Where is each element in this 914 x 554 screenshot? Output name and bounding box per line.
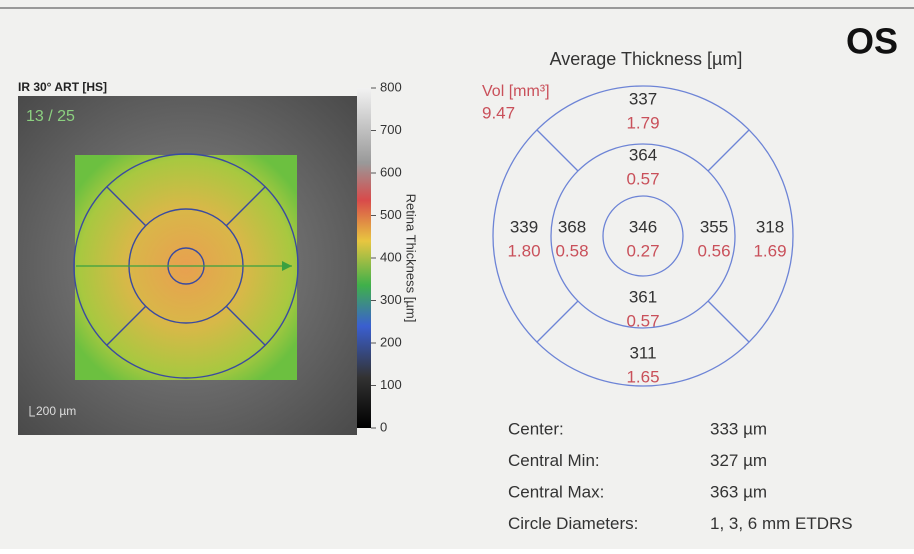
eye-label: OS: [846, 21, 898, 62]
sector-volume: 0.57: [626, 311, 659, 330]
colorbar: [357, 88, 371, 428]
image-header: IR 30° ART [HS]: [18, 80, 107, 94]
stat-value: 363 µm: [710, 482, 767, 501]
sector-thickness: 364: [629, 145, 657, 164]
sector-volume: 1.79: [626, 113, 659, 132]
colorbar-tick-label: 700: [380, 122, 402, 137]
sector-volume: 0.27: [626, 241, 659, 260]
report: OS IR 30° ART [HS] 13 / 25 200 µm 800 700…: [0, 0, 914, 549]
stat-value: 333 µm: [710, 419, 767, 438]
stat-label: Center:: [508, 419, 564, 438]
sector-thickness: 368: [558, 217, 586, 236]
sector-thickness: 346: [629, 217, 657, 236]
stat-label: Central Min:: [508, 451, 600, 470]
colorbar-tick-label: 100: [380, 377, 402, 392]
sector-volume: 0.57: [626, 169, 659, 188]
colorbar-tick-label: 200: [380, 334, 402, 349]
sector-volume: 0.56: [697, 241, 730, 260]
colorbar-tick-label: 500: [380, 207, 402, 222]
sector-thickness: 339: [510, 217, 538, 236]
volume-label: Vol [mm³]: [482, 83, 550, 100]
sector-volume: 1.69: [753, 241, 786, 260]
frame-counter: 13 / 25: [26, 108, 75, 125]
colorbar-tick-label: 600: [380, 164, 402, 179]
colorbar-tick-label: 800: [380, 79, 402, 94]
stat-label: Central Max:: [508, 482, 604, 501]
grid-title: Average Thickness [µm]: [550, 49, 743, 69]
sector-thickness: 318: [756, 217, 784, 236]
total-volume: 9.47: [482, 103, 515, 122]
sector-thickness: 337: [629, 89, 657, 108]
sector-volume: 1.80: [507, 241, 540, 260]
colorbar-label: Retina Thickness [µm]: [404, 194, 419, 323]
sector-thickness: 361: [629, 287, 657, 306]
stat-label: Circle Diameters:: [508, 514, 638, 533]
sector-thickness: 355: [700, 217, 728, 236]
stat-value: 327 µm: [710, 451, 767, 470]
colorbar-tick-label: 300: [380, 292, 402, 307]
sector-volume: 1.65: [626, 367, 659, 386]
sector-volume: 0.58: [555, 241, 588, 260]
stat-value: 1, 3, 6 mm ETDRS: [710, 514, 853, 533]
colorbar-tick-label: 400: [380, 249, 402, 264]
colorbar-tick-label: 0: [380, 419, 387, 434]
scale-bar-label: 200 µm: [36, 404, 76, 418]
sector-thickness: 311: [629, 343, 656, 362]
